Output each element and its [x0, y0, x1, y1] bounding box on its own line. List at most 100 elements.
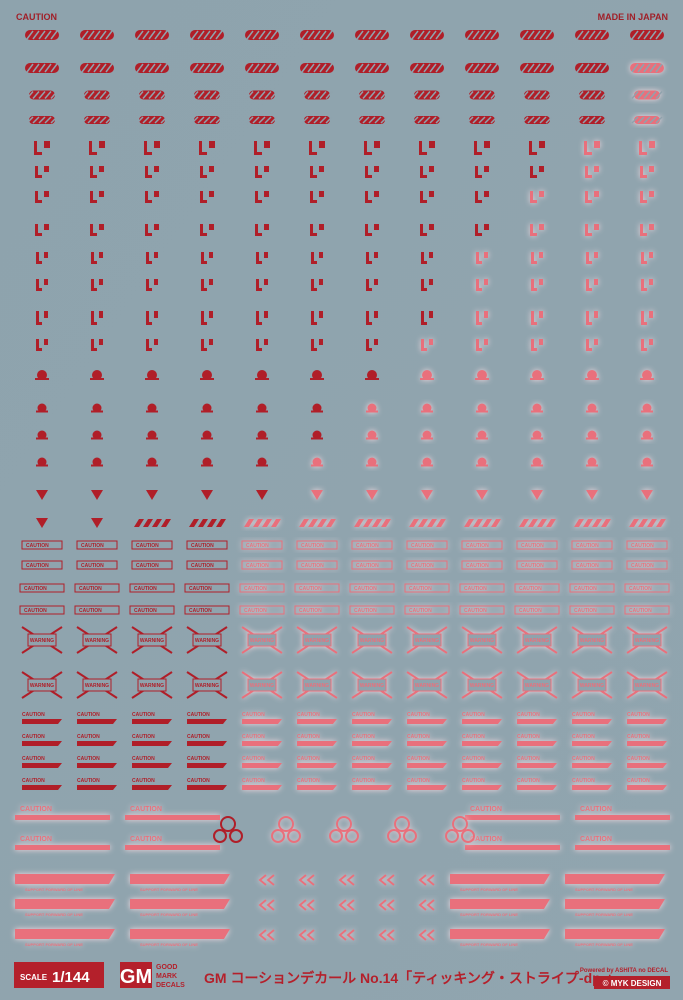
- decal-shape: [200, 200, 207, 203]
- decal-text: WARNING: [250, 683, 274, 689]
- decal-shape: [365, 233, 372, 236]
- decal-shape: [412, 678, 442, 692]
- scale-block: [14, 962, 104, 988]
- decal-stripe: [533, 116, 541, 124]
- decal-stripe: [191, 63, 199, 73]
- decal: CAUTION: [15, 806, 110, 820]
- decal: [355, 30, 389, 40]
- decal-chevron: [378, 929, 387, 941]
- decal-stripe: [637, 91, 645, 99]
- decal-shape: [640, 191, 643, 203]
- decal-stripe: [246, 63, 254, 73]
- decal-shape: [125, 815, 220, 820]
- decal-text: CAUTION: [352, 734, 375, 740]
- decal: CAUTION: [572, 734, 612, 746]
- decal-text: CAUTION: [407, 778, 430, 784]
- decal: [420, 191, 434, 203]
- decal-shape: [262, 519, 272, 527]
- decal: CAUTION: [514, 605, 560, 615]
- decal-shape: [572, 785, 612, 790]
- decal-shape: [418, 519, 428, 527]
- decal-stripe: [417, 30, 425, 40]
- decal-shape: [539, 166, 544, 172]
- decal: [641, 403, 653, 413]
- decal-shape: [484, 166, 489, 172]
- decal: [630, 30, 664, 40]
- decal-text: CAUTION: [20, 836, 52, 843]
- decal: [365, 224, 379, 236]
- decal-shape: [640, 224, 643, 236]
- decal: [201, 430, 213, 440]
- decal: [201, 339, 213, 351]
- decal: CAUTION: [74, 605, 120, 615]
- decal-text: CAUTION: [132, 712, 155, 718]
- decal-shape: [319, 191, 324, 197]
- decal-shape: [296, 560, 338, 570]
- decal: [301, 90, 333, 100]
- decal-stripe: [197, 116, 205, 124]
- decal-shape: [76, 560, 118, 570]
- decal: [410, 63, 444, 73]
- decal-stripe: [258, 116, 266, 124]
- decal: [244, 519, 281, 527]
- decal-shape: [192, 678, 222, 692]
- decal-shape: [311, 252, 314, 264]
- decal-stripe: [307, 63, 315, 73]
- decal-text: CAUTION: [407, 756, 430, 762]
- decal-text: WARNING: [580, 683, 604, 689]
- decal: CAUTION: [406, 560, 448, 570]
- decal-chevron: [418, 929, 427, 941]
- decal-stripe: [527, 30, 535, 40]
- decal-shape: [311, 261, 317, 264]
- decal-shape: [22, 763, 62, 768]
- decal-shape: [310, 166, 313, 178]
- decal: SUPPORT FORWARD OF LINE: [130, 874, 230, 892]
- decal: [576, 116, 608, 124]
- decal-stripe: [32, 63, 40, 73]
- decal-shape: [577, 678, 607, 692]
- decal-shape: [297, 741, 337, 746]
- decal: [255, 224, 269, 236]
- decal: CAUTION: [125, 806, 220, 820]
- decal-shape: [77, 719, 117, 724]
- decal: WARNING: [461, 626, 503, 654]
- decal-text: SUPPORT FORWARD OF LINE: [140, 942, 198, 947]
- decal-stripe: [356, 30, 364, 40]
- decal-shape: [484, 339, 488, 345]
- decal-shape: [99, 279, 103, 285]
- decal: [36, 457, 48, 467]
- decal: [311, 403, 323, 413]
- decal-shape: [407, 763, 447, 768]
- decal-stripe: [490, 91, 498, 99]
- decal: CAUTION: [462, 778, 502, 790]
- decal-shape: [35, 191, 38, 203]
- decal: [246, 116, 278, 124]
- decal-shape: [192, 633, 222, 647]
- decal-stripe: [582, 30, 590, 40]
- decal-text: CAUTION: [187, 778, 210, 784]
- decal: [255, 370, 269, 380]
- decal-text: CAUTION: [297, 712, 320, 718]
- decal-stripe: [368, 91, 376, 99]
- decal-shape: [491, 519, 501, 527]
- decal-shape: [474, 152, 482, 155]
- decal-stripe: [136, 91, 144, 99]
- decal-shape: [132, 785, 172, 790]
- decal-shape: [641, 322, 647, 325]
- decal: [466, 90, 498, 100]
- decal-stripe: [209, 63, 217, 73]
- decal: WARNING: [241, 671, 283, 699]
- decal: [630, 63, 664, 73]
- decal-stripe: [631, 91, 639, 99]
- decal-stripe: [362, 116, 370, 124]
- decal-stripe: [521, 30, 529, 40]
- decal-shape: [15, 899, 115, 909]
- decal-stripe: [32, 30, 40, 40]
- decal: SUPPORT FORWARD OF LINE: [450, 874, 550, 892]
- decal: [136, 116, 168, 124]
- decal: [585, 166, 599, 178]
- decal-shape: [91, 348, 97, 351]
- decal-shape: [484, 311, 488, 318]
- decal-shape: [459, 583, 505, 593]
- decal: WARNING: [131, 626, 173, 654]
